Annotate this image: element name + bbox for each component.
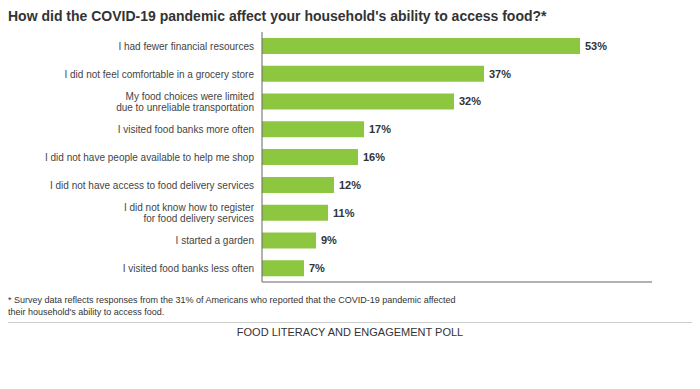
svg-text:53%: 53% [585, 40, 607, 52]
svg-text:I visited food banks more ofte: I visited food banks more often [118, 124, 254, 135]
svg-text:I had fewer financial resource: I had fewer financial resources [118, 40, 254, 51]
svg-text:I did not feel comfortable in: I did not feel comfortable in a grocery … [64, 68, 254, 79]
html-text:How did the COVID-19 pandemic: How did the COVID-19 pandemic affect you… [8, 8, 547, 24]
svg-text:I visited food banks less ofte: I visited food banks less often [123, 263, 254, 274]
svg-text:37%: 37% [489, 68, 511, 80]
svg-text:My food choices were limiteddu: My food choices were limiteddue to unrel… [116, 90, 254, 112]
svg-text:12%: 12% [339, 179, 361, 191]
svg-text:I did not have access to food: I did not have access to food delivery s… [50, 179, 254, 190]
html-text:* Survey data reflects respons: * Survey data reflects responses from th… [8, 295, 456, 317]
svg-text:I did not know how to register: I did not know how to registerfor food d… [124, 202, 255, 224]
svg-text:I started a garden: I started a garden [176, 235, 254, 246]
html-text:FOOD LITERACY AND ENGAGEMENT P: FOOD LITERACY AND ENGAGEMENT POLL [236, 326, 464, 338]
svg-text:9%: 9% [321, 234, 337, 246]
svg-text:7%: 7% [309, 262, 325, 274]
svg-text:32%: 32% [459, 95, 481, 107]
svg-text:17%: 17% [369, 123, 391, 135]
svg-text:16%: 16% [363, 151, 385, 163]
svg-text:11%: 11% [333, 207, 355, 219]
svg-text:I did not have people availabl: I did not have people available to help … [45, 152, 254, 163]
